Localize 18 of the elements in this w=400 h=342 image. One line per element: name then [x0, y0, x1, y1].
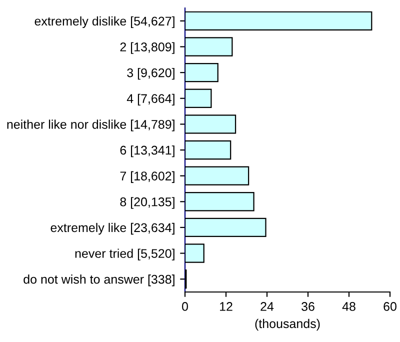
x-tick-label: 60: [384, 302, 396, 311]
y-tick-label: extremely like [23,634]: [50, 222, 174, 235]
y-tick-label: 4 [7,664]: [126, 94, 174, 106]
y-tick-label: extremely dislike [54,627]: [34, 16, 174, 28]
y-tick-label: neither like nor dislike [14,789]: [7, 120, 174, 132]
x-tick-label: 0: [182, 302, 188, 311]
x-tick-label: 48: [342, 302, 356, 311]
y-tick-label: 6 [13,341]: [120, 145, 174, 158]
y-tick-label: 7 [18,602]: [120, 171, 174, 183]
y-tick-label: never tried [5,520]: [75, 248, 174, 260]
y-tick-label: 8 [20,135]: [120, 197, 174, 209]
x-tick-label: 24: [260, 302, 274, 311]
y-tick-label: 2 [13,809]: [120, 42, 174, 54]
y-tick-label: 3 [9,620]: [127, 68, 174, 80]
x-tick-label: 12: [220, 302, 232, 311]
y-tick-label: do not wish to answer [338]: [24, 274, 174, 286]
x-axis-title: (thousands): [255, 318, 320, 331]
x-tick-label: 36: [302, 302, 314, 311]
